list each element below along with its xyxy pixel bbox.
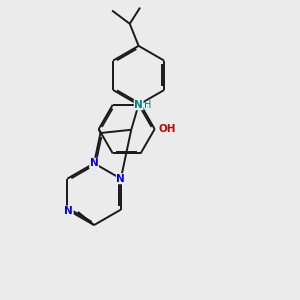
- Text: N: N: [134, 100, 143, 110]
- Text: N: N: [90, 158, 98, 168]
- Text: H: H: [144, 100, 152, 110]
- Text: N: N: [64, 206, 73, 216]
- Text: OH: OH: [158, 124, 176, 134]
- Text: N: N: [116, 174, 125, 184]
